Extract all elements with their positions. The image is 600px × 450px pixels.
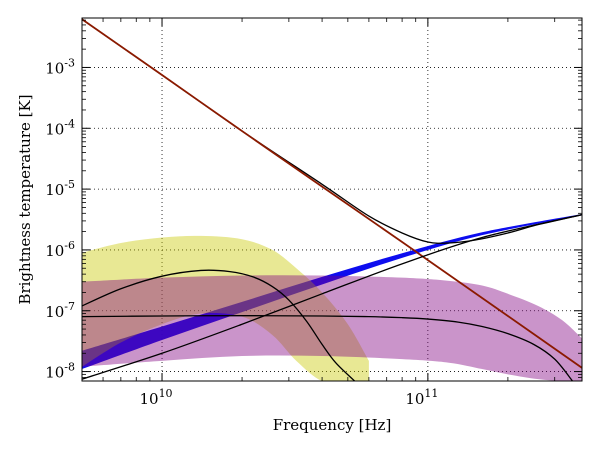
series-line	[82, 18, 582, 369]
ticks: 1010 1011 10-8 10-7 10-6 10-5 10-4 10-3	[45, 18, 582, 408]
y-tick-label: 10-5	[45, 178, 75, 199]
y-tick-label: 10-4	[45, 117, 75, 138]
y-tick-label: 10-8	[45, 361, 75, 382]
y-tick-label: 10-3	[45, 56, 75, 77]
series-group	[82, 18, 582, 381]
y-tick-label: 10-6	[45, 239, 75, 260]
grid	[82, 18, 582, 381]
x-tick-label: 1010	[139, 387, 172, 408]
series-band	[82, 275, 582, 381]
series-line	[82, 269, 356, 381]
x-tick-label: 1011	[405, 387, 438, 408]
x-axis-label: Frequency [Hz]	[273, 416, 392, 434]
series-band	[82, 235, 369, 381]
series-line	[82, 315, 574, 381]
series-line	[82, 214, 582, 380]
y-tick-label: 10-7	[45, 300, 75, 321]
y-axis-label: Brightness temperature [K]	[16, 94, 34, 304]
plot-frame	[81, 17, 583, 382]
